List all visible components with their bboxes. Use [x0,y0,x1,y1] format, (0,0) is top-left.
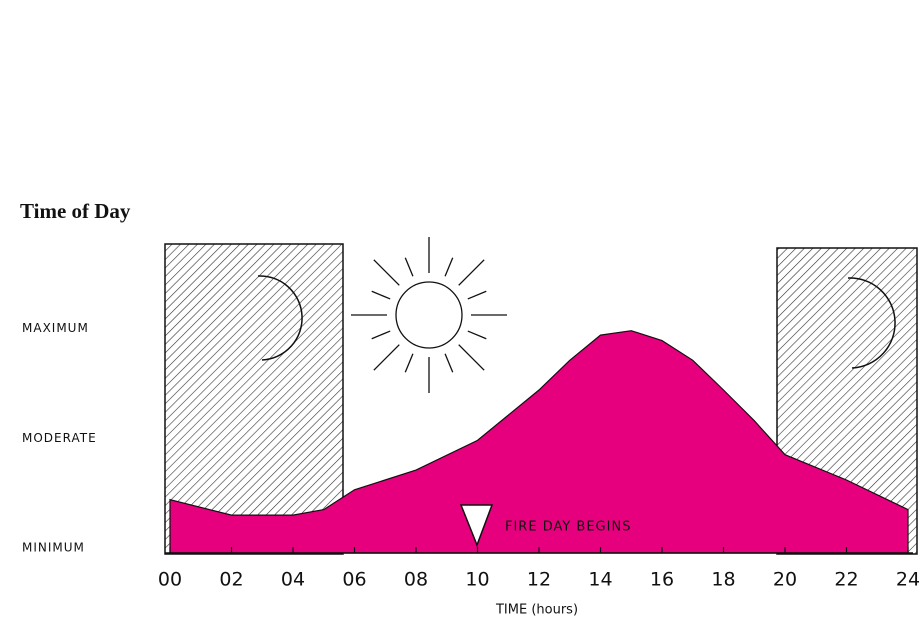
x-tick-label: 08 [404,569,428,591]
x-tick-label: 04 [281,569,305,591]
sun-ray [405,258,413,276]
x-tick-label: 20 [773,569,797,591]
y-tick-label: MAXIMUM [22,321,89,335]
y-tick-label: MINIMUM [22,541,85,555]
sun-ray [468,331,486,339]
x-tick-label: 14 [588,569,612,591]
x-tick-label: 10 [465,569,489,591]
chart-title: Time of Day [20,199,131,223]
sun-ray [372,331,390,339]
sun-ray [468,291,486,299]
sun-ray [405,354,413,372]
x-tick-label: 22 [834,569,858,591]
x-tick-label: 24 [896,569,920,591]
sun-ray [374,345,399,370]
sun-ray [445,354,453,372]
annotation: FIRE DAY BEGINS [505,520,631,535]
x-tick-label: 06 [342,569,366,591]
x-tick-label: 02 [219,569,243,591]
sun-ray [374,260,399,285]
sun [351,237,507,393]
sun-ray [372,291,390,299]
x-tick-label: 18 [711,569,735,591]
x-tick-label: 16 [650,569,674,591]
sun-ray [445,258,453,276]
y-tick-label: MODERATE [22,431,97,445]
x-axis-label: TIME (hours) [495,603,578,618]
x-tick-label: 00 [158,569,182,591]
sun-ray [459,260,484,285]
chart: Time of Day 00 02 04 06 08 10 12 14 16 18 20 22 24 MI… [0,0,922,624]
sun-ray [459,345,484,370]
x-tick-label: 12 [527,569,551,591]
